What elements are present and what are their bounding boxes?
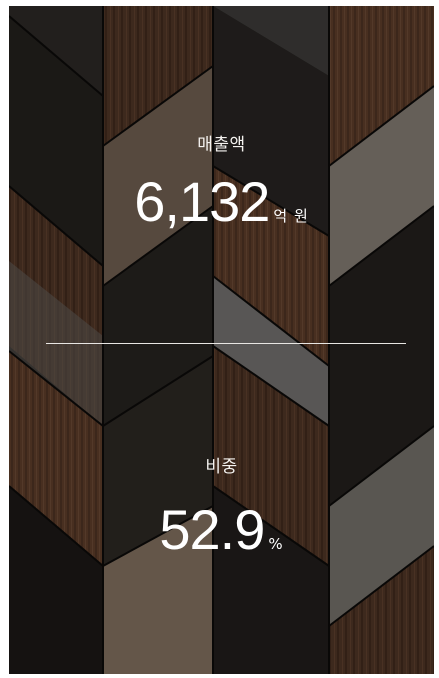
sales-value: 6,132: [134, 170, 270, 233]
background-pattern: [9, 6, 434, 674]
sales-label: 매출액: [197, 135, 246, 155]
share-value: 52.9: [159, 498, 265, 561]
divider: [46, 343, 406, 344]
share-value-row: 52.9%: [9, 502, 434, 558]
stat-card: 매출액 6,132 억 원 비중 52.9%: [9, 6, 434, 674]
sales-unit: 억 원: [273, 207, 309, 225]
sales-value-row: 6,132 억 원: [9, 174, 434, 230]
share-unit: %: [268, 535, 284, 553]
share-label: 비중: [205, 457, 238, 477]
